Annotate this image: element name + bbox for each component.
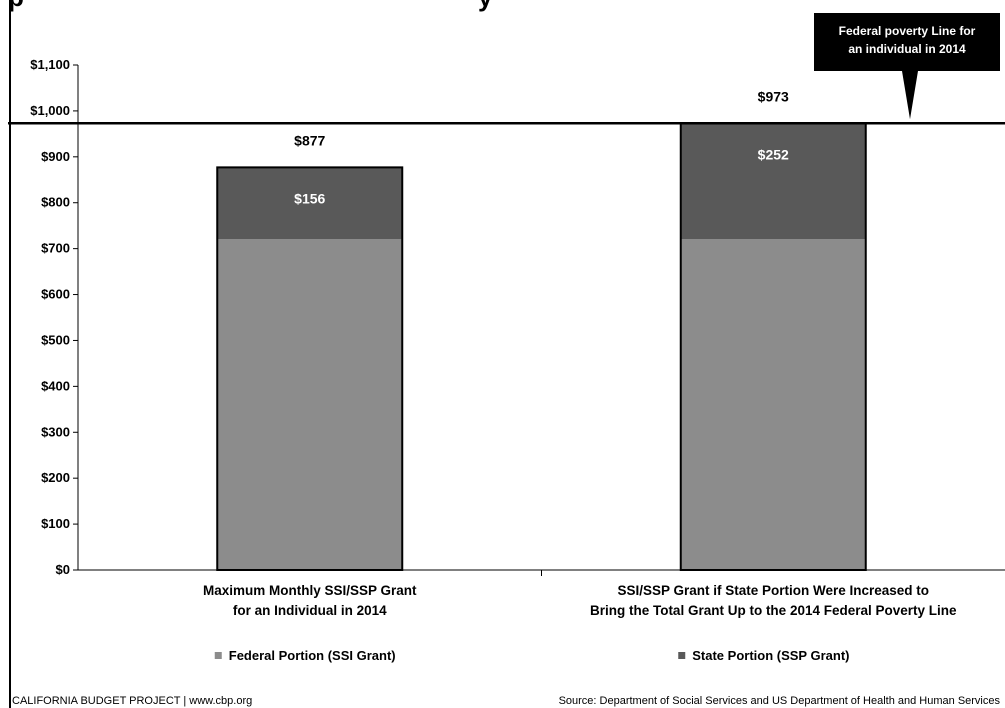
segment-value-label: $252 [758, 146, 789, 162]
y-tick-label: $1,100 [30, 57, 70, 72]
segment-value-label: $156 [294, 190, 325, 206]
legend-entry-label: State Portion (SSP Grant) [692, 648, 849, 663]
y-tick-label: $700 [41, 241, 70, 256]
bar-segment-federal [680, 238, 866, 570]
legend: Federal Portion (SSI Grant) State Portion… [214, 648, 849, 663]
data-labels: $156 $877 $252 $973 [294, 88, 789, 206]
title-fragment-left: p [8, 0, 24, 12]
y-tick-label: $200 [41, 470, 70, 485]
y-tick-label: $1,000 [30, 103, 70, 118]
y-tick-label: $0 [56, 562, 70, 577]
poverty-line-callout-pointer [902, 71, 918, 120]
bar-total-label: $973 [758, 88, 789, 104]
footer-source-right: Source: Department of Social Services an… [559, 695, 1001, 707]
bar-segment-state [217, 167, 403, 239]
y-tick-label: $100 [41, 516, 70, 531]
poverty-line-callout-text: Federal poverty Line for [839, 24, 976, 38]
y-tick-label: $500 [41, 332, 70, 347]
title-fragment-right: y [478, 0, 493, 12]
legend-entry-label: Federal Portion (SSI Grant) [229, 648, 396, 663]
poverty-line-callout-box [814, 13, 1000, 71]
y-tick-label: $800 [41, 195, 70, 210]
poverty-line-annotation: Federal poverty Line for an individual in… [8, 13, 1005, 125]
legend-swatch [678, 652, 686, 659]
axes: $0 $100 $200 $300 $400 $500 $600 $700 $800 $900 $1… [30, 57, 1005, 618]
bar-outline [216, 166, 404, 572]
y-tick-label: $400 [41, 378, 70, 393]
y-tick-label: $600 [41, 287, 70, 302]
y-tick-label: $900 [41, 149, 70, 164]
x-category-label: SSI/SSP Grant if State Portion Were Incr… [617, 583, 929, 598]
bar-total-label: $877 [294, 132, 325, 148]
footer-source-left: CALIFORNIA BUDGET PROJECT | www.cbp.org [12, 695, 252, 707]
x-category-label: Bring the Total Grant Up to the 2014 Fed… [590, 603, 957, 618]
bar-segment-state [680, 123, 866, 239]
x-category-label: for an Individual in 2014 [233, 603, 387, 618]
bars [216, 122, 867, 572]
poverty-line-callout-text: an individual in 2014 [848, 42, 966, 56]
x-category-label: Maximum Monthly SSI/SSP Grant [203, 583, 417, 598]
legend-swatch [214, 652, 222, 659]
y-tick-label: $300 [41, 424, 70, 439]
bar-segment-federal [217, 238, 403, 570]
